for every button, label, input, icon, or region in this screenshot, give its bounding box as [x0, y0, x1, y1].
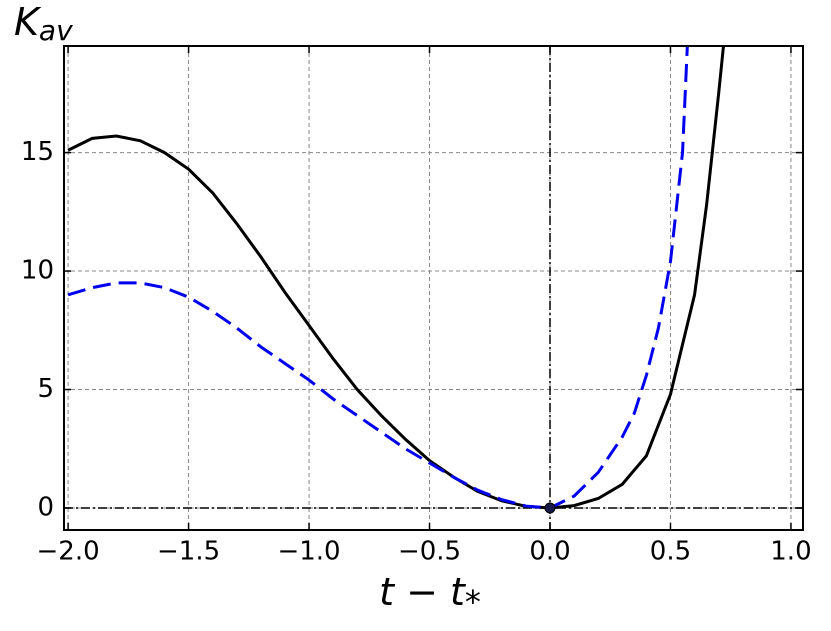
y-axis-label: Kav: [14, 0, 73, 47]
x-tick-label: 0.0: [529, 537, 570, 567]
series-line: [67, 46, 725, 510]
x-tick-label: 0.5: [650, 537, 691, 567]
x-tick-label: −2.0: [37, 537, 100, 567]
x-label-sub: *: [465, 583, 481, 621]
plot-frame: [63, 45, 804, 531]
point-marker: [544, 502, 556, 514]
x-label-main: t − t: [379, 570, 467, 614]
x-tick-label: −1.0: [277, 537, 340, 567]
series-line: [67, 46, 689, 510]
y-tick-label: 15: [21, 137, 54, 167]
y-label-main: K: [14, 0, 42, 44]
y-tick-label: 0: [37, 492, 54, 522]
x-axis-label: t − t*: [379, 570, 481, 622]
x-tick-label: −1.5: [157, 537, 220, 567]
y-tick-label: 5: [37, 374, 54, 404]
x-tick-label: 1.0: [770, 537, 811, 567]
y-label-sub: av: [39, 14, 73, 47]
x-tick-label: −0.5: [398, 537, 461, 567]
y-tick-label: 10: [21, 256, 54, 286]
